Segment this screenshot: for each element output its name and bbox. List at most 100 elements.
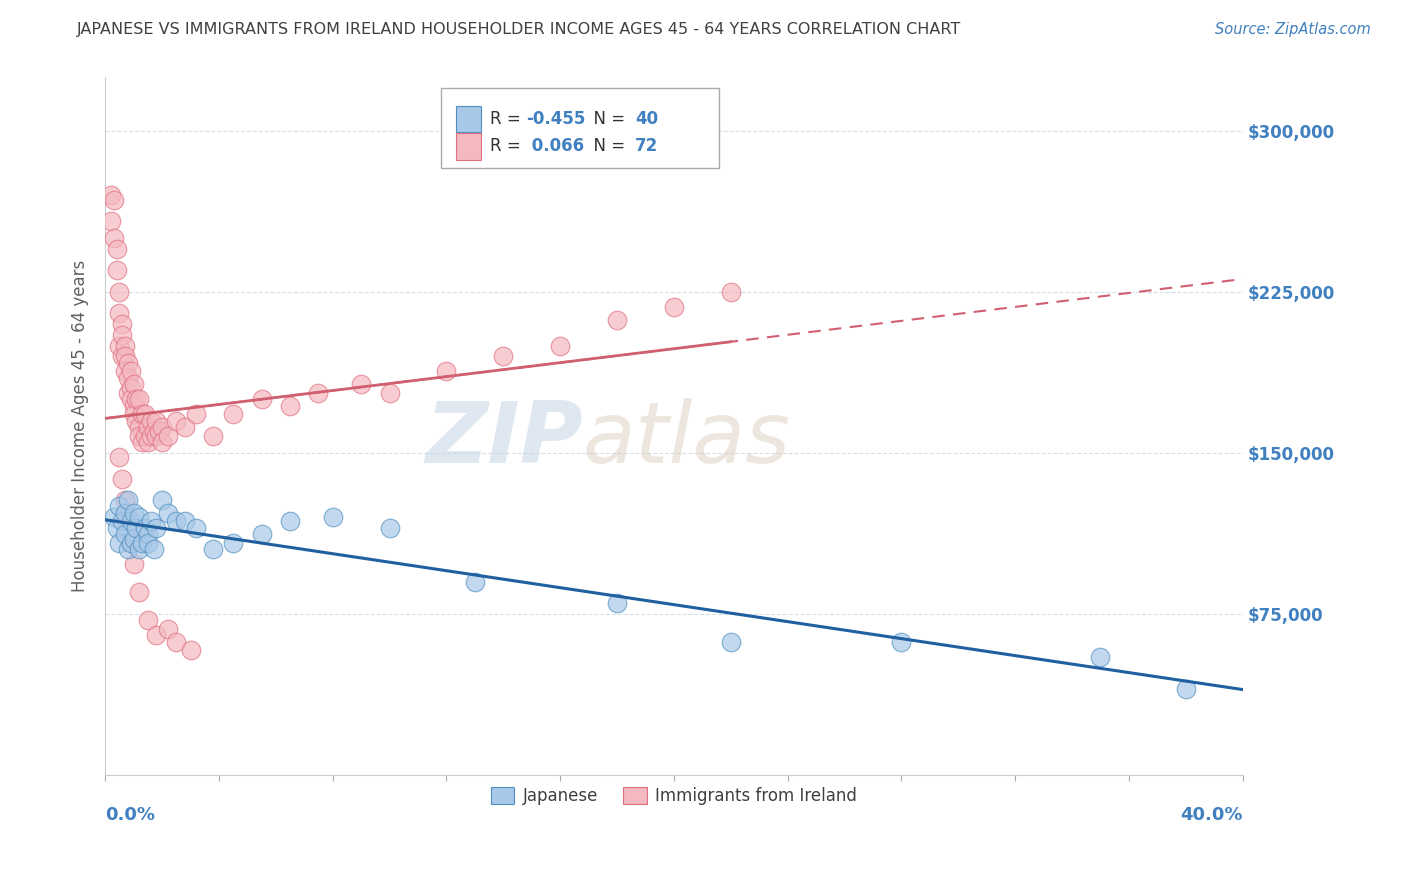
Point	[139, 414, 162, 428]
Point	[134, 428, 156, 442]
Point	[378, 385, 401, 400]
Point	[145, 628, 167, 642]
Point	[136, 420, 159, 434]
Point	[108, 536, 131, 550]
Point	[120, 536, 142, 550]
Point	[720, 285, 742, 299]
Point	[120, 515, 142, 529]
Point	[662, 300, 685, 314]
Point	[108, 450, 131, 464]
Point	[108, 500, 131, 514]
Point	[142, 542, 165, 557]
Point	[125, 392, 148, 407]
Point	[350, 377, 373, 392]
Point	[100, 188, 122, 202]
Point	[122, 399, 145, 413]
Point	[122, 558, 145, 572]
Point	[131, 407, 153, 421]
Point	[128, 542, 150, 557]
Point	[122, 506, 145, 520]
FancyBboxPatch shape	[456, 106, 481, 132]
Point	[100, 214, 122, 228]
Text: atlas: atlas	[583, 399, 792, 482]
Point	[222, 407, 245, 421]
Point	[150, 420, 173, 434]
Point	[108, 306, 131, 320]
Point	[128, 585, 150, 599]
Point	[108, 338, 131, 352]
Point	[1174, 681, 1197, 696]
Point	[105, 521, 128, 535]
Text: R =: R =	[489, 137, 526, 155]
Point	[125, 521, 148, 535]
Point	[120, 364, 142, 378]
Point	[103, 231, 125, 245]
Text: N =: N =	[583, 137, 630, 155]
Point	[114, 506, 136, 520]
Point	[111, 472, 134, 486]
Point	[378, 521, 401, 535]
Point	[890, 634, 912, 648]
Point	[173, 515, 195, 529]
Point	[173, 420, 195, 434]
Text: 72: 72	[636, 137, 658, 155]
Point	[150, 493, 173, 508]
Point	[548, 338, 571, 352]
Point	[136, 536, 159, 550]
Point	[105, 263, 128, 277]
Point	[156, 622, 179, 636]
Point	[139, 428, 162, 442]
Point	[120, 382, 142, 396]
Point	[250, 392, 273, 407]
Point	[165, 515, 187, 529]
Point	[114, 349, 136, 363]
Point	[278, 399, 301, 413]
Point	[606, 596, 628, 610]
Point	[136, 435, 159, 450]
Point	[122, 377, 145, 392]
Point	[322, 510, 344, 524]
Point	[128, 392, 150, 407]
Point	[250, 527, 273, 541]
Text: JAPANESE VS IMMIGRANTS FROM IRELAND HOUSEHOLDER INCOME AGES 45 - 64 YEARS CORREL: JAPANESE VS IMMIGRANTS FROM IRELAND HOUS…	[77, 22, 962, 37]
Point	[131, 435, 153, 450]
Text: N =: N =	[583, 111, 630, 128]
Point	[111, 515, 134, 529]
Point	[186, 521, 208, 535]
Point	[117, 370, 139, 384]
Point	[108, 285, 131, 299]
Point	[128, 420, 150, 434]
Point	[111, 317, 134, 331]
Point	[114, 493, 136, 508]
Point	[145, 521, 167, 535]
Text: ZIP: ZIP	[425, 399, 583, 482]
Point	[122, 407, 145, 421]
Point	[278, 515, 301, 529]
Text: -0.455: -0.455	[526, 111, 585, 128]
Point	[117, 515, 139, 529]
FancyBboxPatch shape	[440, 88, 720, 168]
Point	[117, 356, 139, 370]
Point	[165, 414, 187, 428]
Point	[145, 428, 167, 442]
Point	[148, 425, 170, 439]
Text: 0.0%: 0.0%	[105, 806, 155, 824]
Point	[156, 506, 179, 520]
Point	[202, 428, 225, 442]
Point	[308, 385, 330, 400]
Point	[222, 536, 245, 550]
Text: 40.0%: 40.0%	[1180, 806, 1243, 824]
FancyBboxPatch shape	[456, 133, 481, 160]
Legend: Japanese, Immigrants from Ireland: Japanese, Immigrants from Ireland	[485, 780, 863, 812]
Point	[145, 414, 167, 428]
Point	[105, 242, 128, 256]
Point	[128, 428, 150, 442]
Point	[114, 364, 136, 378]
Point	[120, 536, 142, 550]
Point	[136, 527, 159, 541]
Point	[111, 327, 134, 342]
Point	[111, 349, 134, 363]
Point	[436, 364, 458, 378]
Point	[186, 407, 208, 421]
Point	[117, 385, 139, 400]
